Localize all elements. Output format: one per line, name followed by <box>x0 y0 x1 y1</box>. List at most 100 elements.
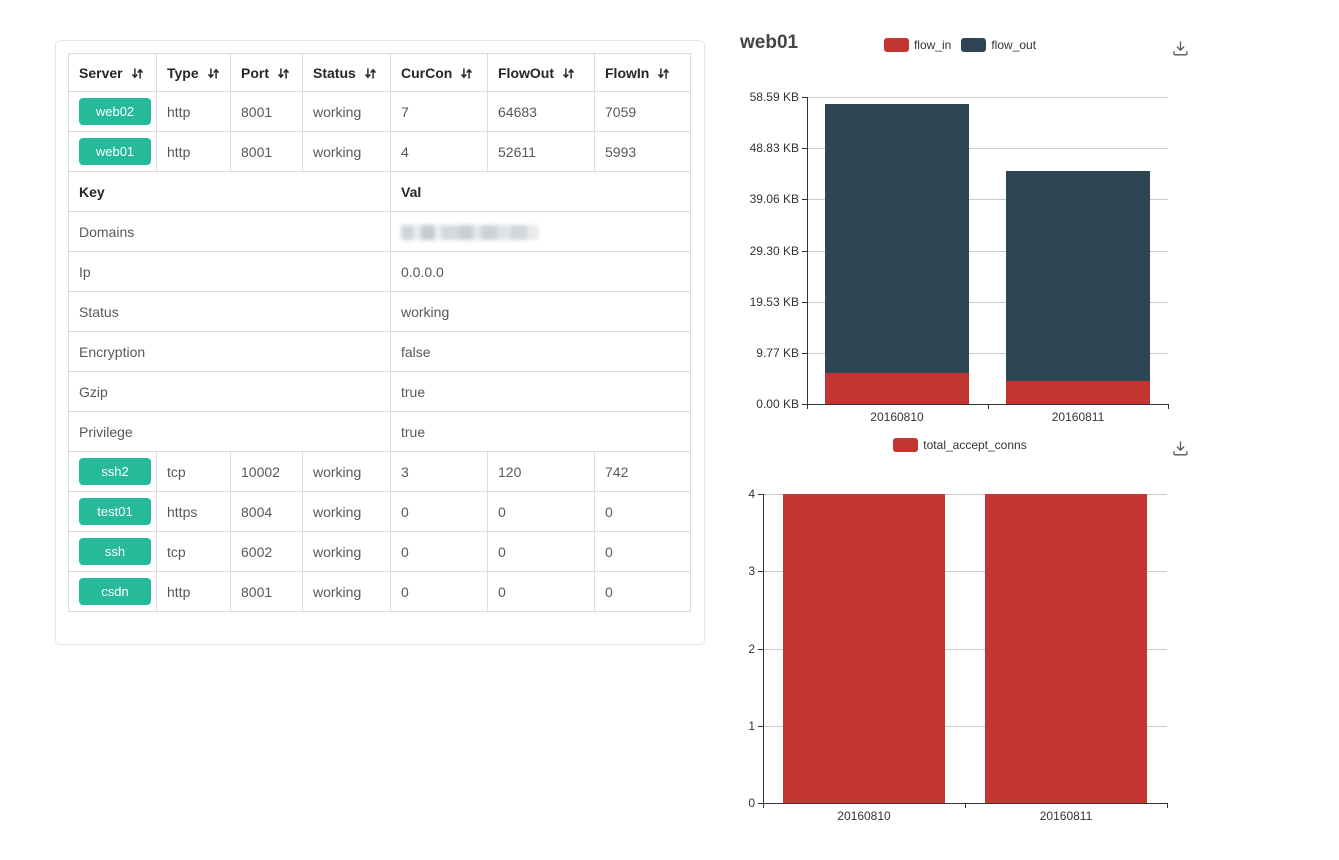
y-axis-tick <box>802 352 807 354</box>
y-axis-label: 0 <box>748 796 755 810</box>
bar-flow_in-20160811[interactable] <box>1006 381 1150 404</box>
sort-icon[interactable] <box>131 67 144 80</box>
gridline <box>763 648 1167 650</box>
server-cell: web02 <box>68 91 157 132</box>
column-header-label: Port <box>241 64 269 81</box>
kv-key-header: Key <box>68 171 391 212</box>
flowout-cell: 52611 <box>487 131 595 172</box>
table-row: web02 http 8001 working 7 64683 7059 <box>68 91 691 132</box>
legend-label: flow_out <box>991 38 1037 52</box>
server-badge-test01[interactable]: test01 <box>79 498 151 525</box>
y-axis-tick <box>758 494 763 495</box>
type-cell: tcp <box>156 531 231 572</box>
server-badge-web02[interactable]: web02 <box>79 98 151 125</box>
column-header-label: Type <box>167 64 199 81</box>
kv-val: 0.0.0.0 <box>390 251 691 292</box>
column-header-port[interactable]: Port <box>230 53 303 92</box>
kv-key: Encryption <box>68 331 391 372</box>
legend-item-flow_in[interactable]: flow_in <box>883 38 951 52</box>
flowout-cell: 120 <box>487 451 595 492</box>
server-cell: ssh2 <box>68 451 157 492</box>
curcon-cell: 0 <box>390 531 488 572</box>
status-cell: working <box>302 491 391 532</box>
gridline <box>807 97 1168 98</box>
legend-item-total_accept_conns[interactable]: total_accept_conns <box>893 438 1027 452</box>
y-axis-label: 39.06 KB <box>749 192 799 207</box>
bar-flow_out-20160810[interactable] <box>825 104 969 373</box>
flowout-cell: 0 <box>487 531 595 572</box>
sort-icon[interactable] <box>277 67 290 80</box>
curcon-cell: 0 <box>390 571 488 612</box>
status-cell: working <box>302 91 391 132</box>
bar-flow_in-20160810[interactable] <box>825 373 969 404</box>
sort-icon[interactable] <box>460 67 473 80</box>
kv-key: Gzip <box>68 371 391 412</box>
server-badge-csdn[interactable]: csdn <box>79 578 151 605</box>
bar-total_accept_conns-20160811[interactable] <box>985 494 1147 803</box>
server-badge-ssh2[interactable]: ssh2 <box>79 458 151 485</box>
column-header-label: FlowOut <box>498 64 554 81</box>
column-header-label: FlowIn <box>605 64 650 81</box>
y-axis-tick <box>758 725 763 727</box>
curcon-cell: 0 <box>390 491 488 532</box>
flowin-cell: 7059 <box>594 91 691 132</box>
kv-row: Domains <box>68 211 691 252</box>
gridline <box>807 301 1168 303</box>
table-row: web01 http 8001 working 4 52611 5993 <box>68 131 691 172</box>
chart-legend: flow_in flow_out <box>720 38 1200 52</box>
kv-row: Privilege true <box>68 411 691 452</box>
type-cell: http <box>156 91 231 132</box>
kv-val: working <box>390 291 691 332</box>
flowout-cell: 0 <box>487 571 595 612</box>
server-cell: ssh <box>68 531 157 572</box>
bar-total_accept_conns-20160810[interactable] <box>783 494 945 803</box>
flowin-cell: 742 <box>594 451 691 492</box>
flowin-cell: 0 <box>594 531 691 572</box>
sort-icon[interactable] <box>207 67 220 80</box>
download-chart-icon[interactable] <box>1172 440 1189 462</box>
column-header-flowout[interactable]: FlowOut <box>487 53 595 92</box>
kv-val: false <box>390 331 691 372</box>
kv-val: true <box>390 371 691 412</box>
table-row: test01 https 8004 working 0 0 0 <box>68 491 691 532</box>
port-cell: 8001 <box>230 91 303 132</box>
y-axis-label: 2 <box>748 641 755 656</box>
kv-key: Privilege <box>68 411 391 452</box>
y-axis-label: 29.30 KB <box>749 243 799 258</box>
table-row: ssh2 tcp 10002 working 3 120 742 <box>68 451 691 492</box>
column-header-status[interactable]: Status <box>302 53 391 92</box>
gridline <box>807 148 1168 150</box>
legend-label: total_accept_conns <box>923 438 1027 452</box>
x-axis-tick <box>807 404 808 409</box>
bar-flow_out-20160811[interactable] <box>1006 171 1150 381</box>
x-axis-tick <box>1167 803 1168 808</box>
kv-row: Gzip true <box>68 371 691 412</box>
kv-val-header: Val <box>390 171 691 212</box>
gridline <box>807 199 1168 201</box>
flowout-cell: 64683 <box>487 91 595 132</box>
legend-item-flow_out[interactable]: flow_out <box>961 38 1036 52</box>
kv-key: Status <box>68 291 391 332</box>
y-axis-label: 58.59 KB <box>749 90 799 104</box>
port-cell: 6002 <box>230 531 303 572</box>
kv-key: Domains <box>68 211 391 252</box>
gridline <box>763 494 1167 495</box>
column-header-curcon[interactable]: CurCon <box>390 53 488 92</box>
sort-icon[interactable] <box>364 67 377 80</box>
server-badge-web01[interactable]: web01 <box>79 138 151 165</box>
kv-row: Status working <box>68 291 691 332</box>
server-table-card: Server Type Port Status CurCon FlowOut FlowIn … <box>55 40 705 645</box>
column-header-type[interactable]: Type <box>156 53 231 92</box>
column-header-label: Server <box>79 64 123 81</box>
type-cell: http <box>156 571 231 612</box>
port-cell: 8001 <box>230 571 303 612</box>
download-chart-icon[interactable] <box>1172 40 1189 62</box>
server-badge-ssh[interactable]: ssh <box>79 538 151 565</box>
legend-marker-flow_in <box>883 38 909 52</box>
sort-icon[interactable] <box>562 67 575 80</box>
curcon-cell: 3 <box>390 451 488 492</box>
sort-icon[interactable] <box>657 67 670 80</box>
column-header-server[interactable]: Server <box>68 53 157 92</box>
gridline <box>807 250 1168 252</box>
column-header-flowin[interactable]: FlowIn <box>594 53 691 92</box>
